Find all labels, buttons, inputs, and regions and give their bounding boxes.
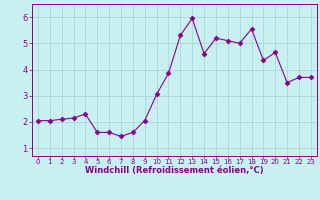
X-axis label: Windchill (Refroidissement éolien,°C): Windchill (Refroidissement éolien,°C) xyxy=(85,166,264,175)
